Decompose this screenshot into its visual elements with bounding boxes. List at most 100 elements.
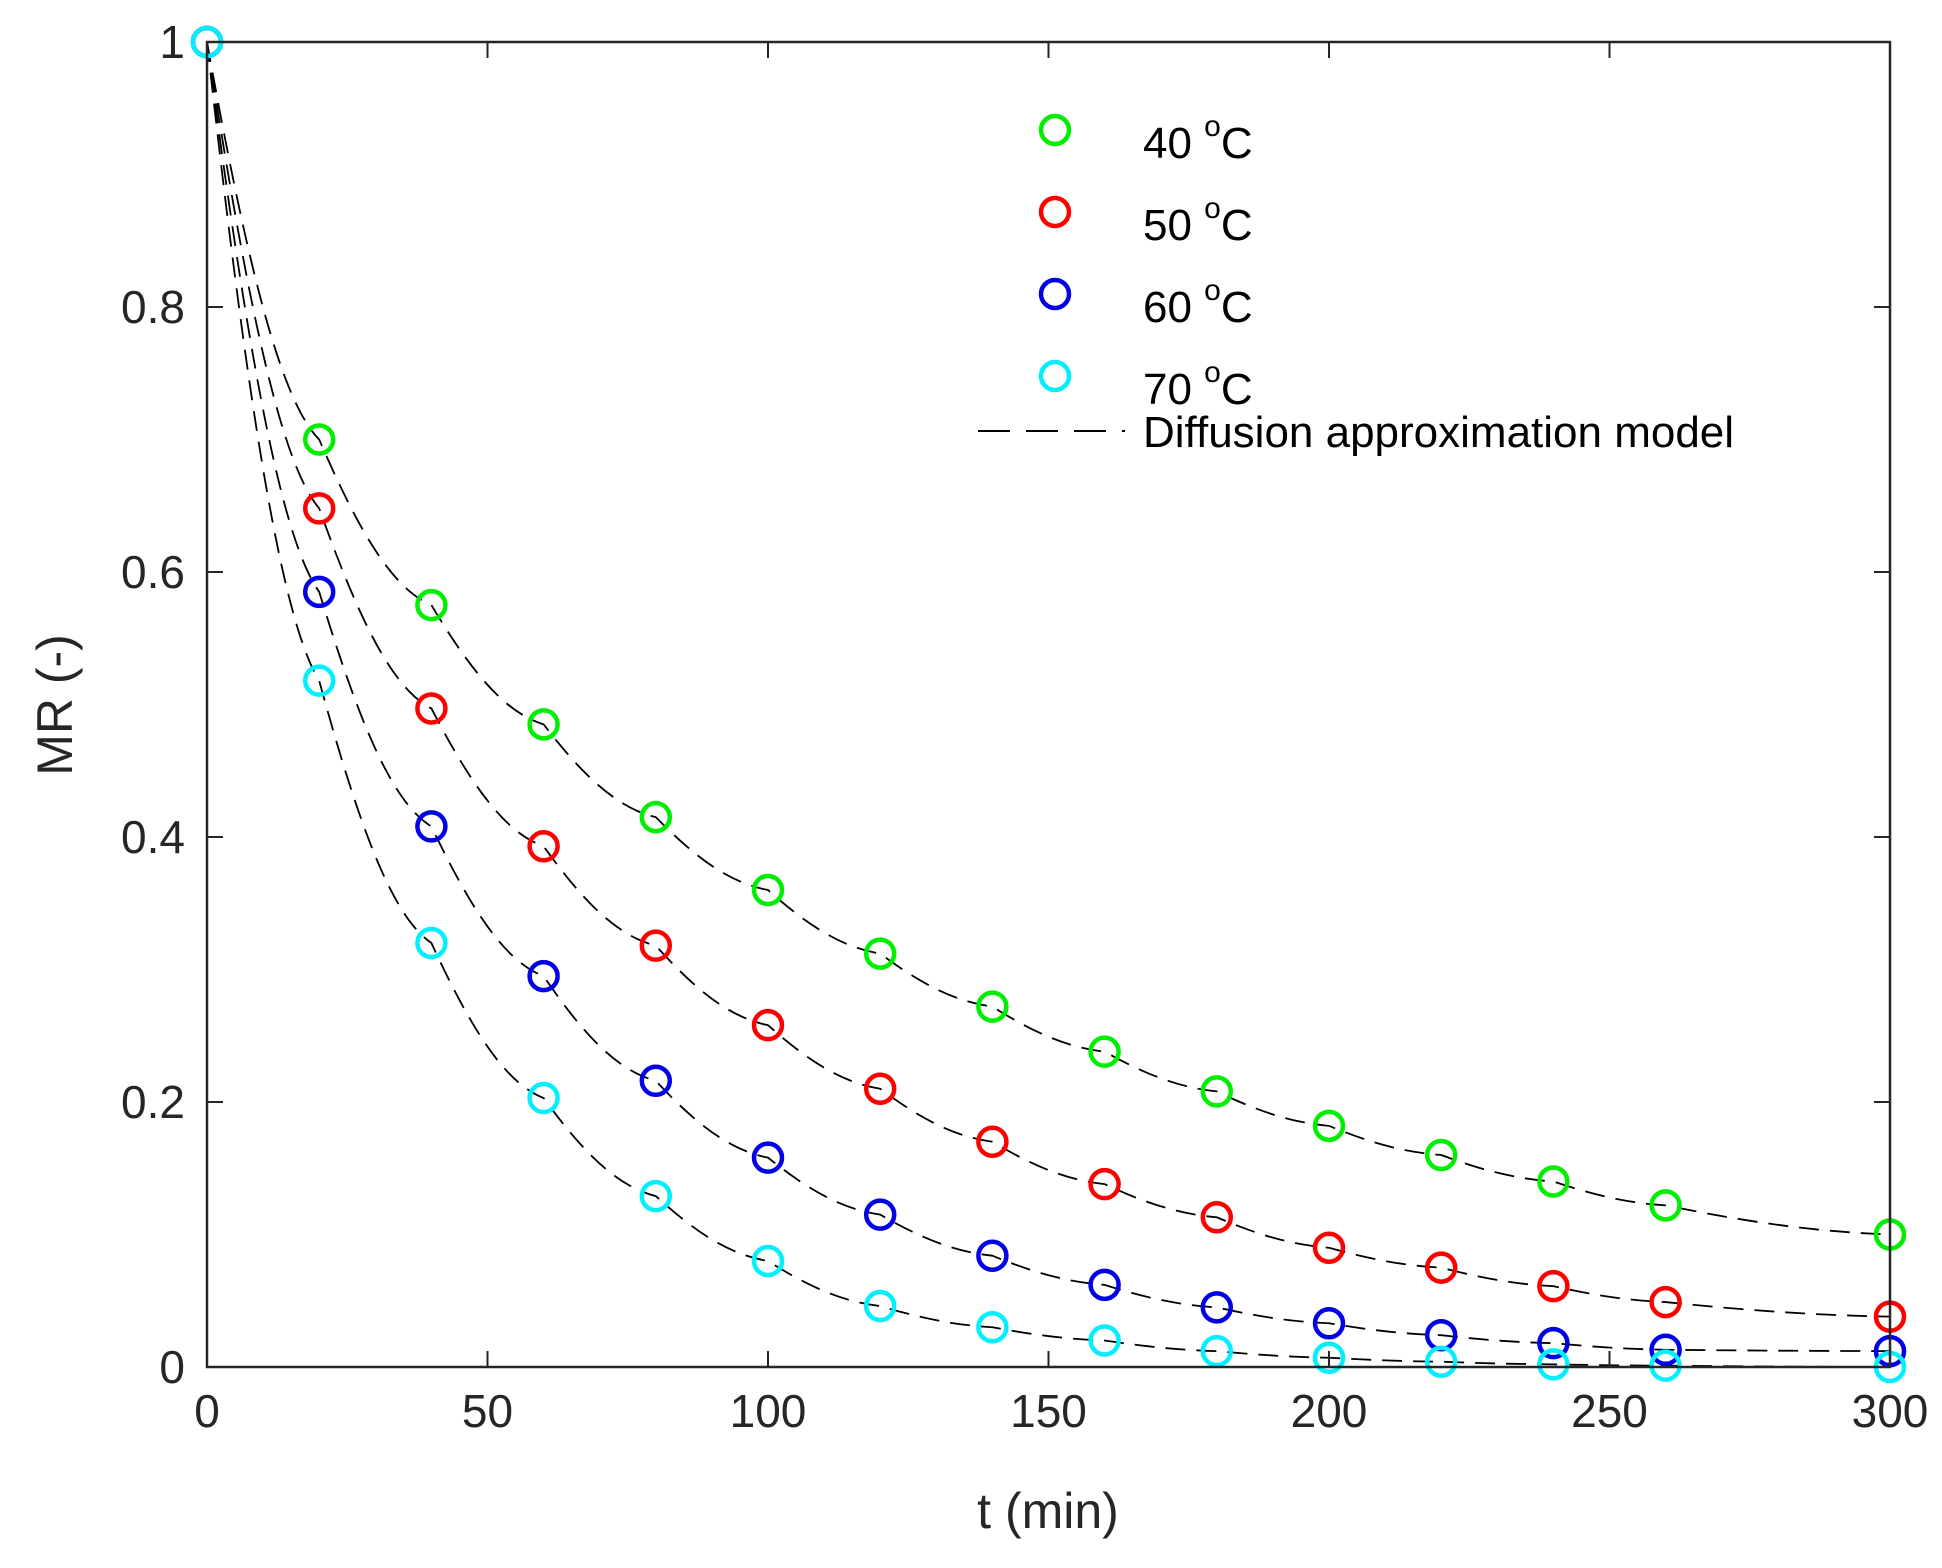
model-line-50 bbox=[206, 41, 1891, 1318]
data-point-60-20 bbox=[302, 575, 336, 609]
data-point-40-200 bbox=[1312, 1109, 1346, 1143]
data-point-50-80 bbox=[639, 929, 673, 962]
legend-marker bbox=[1038, 113, 1072, 147]
data-point-50-60 bbox=[527, 830, 560, 863]
model-line-60 bbox=[206, 41, 1891, 1352]
x-tick-label: 200 bbox=[1291, 1385, 1368, 1437]
x-tick-label: 150 bbox=[1010, 1385, 1087, 1437]
x-tick-label: 50 bbox=[462, 1385, 513, 1437]
legend-label: 60 oC bbox=[1143, 274, 1253, 332]
legend-label: 50 oC bbox=[1143, 192, 1253, 250]
data-point-60-40 bbox=[415, 810, 448, 843]
data-point-50-100 bbox=[751, 1008, 785, 1042]
y-tick-label: 1 bbox=[159, 16, 185, 68]
y-axis-title: MR (-) bbox=[27, 634, 83, 776]
legend-label-unit: C bbox=[1221, 365, 1253, 414]
data-point-70-240 bbox=[1537, 1348, 1570, 1381]
data-point-40-60 bbox=[527, 708, 560, 741]
data-point-50-220 bbox=[1424, 1251, 1458, 1284]
data-point-50-140 bbox=[976, 1125, 1009, 1158]
legend-label-unit: C bbox=[1221, 201, 1253, 250]
data-point-70-80 bbox=[639, 1179, 673, 1213]
legend-marker bbox=[1038, 359, 1072, 393]
legend-label-degree: o bbox=[1204, 356, 1221, 389]
data-point-50-120 bbox=[863, 1072, 897, 1105]
data-point-60-80 bbox=[639, 1064, 673, 1098]
data-point-40-80 bbox=[639, 800, 673, 834]
model-lines bbox=[206, 41, 1891, 1368]
legend-label-unit: C bbox=[1221, 283, 1253, 332]
legend-model-label: Diffusion approximation model bbox=[1143, 408, 1734, 457]
legend-label-value: 50 bbox=[1143, 201, 1204, 250]
y-axis: 0 0.2 0.4 0.6 0.8 1 bbox=[121, 16, 1890, 1393]
data-point-40-240 bbox=[1537, 1165, 1570, 1198]
data-markers bbox=[190, 25, 1907, 1384]
legend-item-60: 60 oC bbox=[1038, 274, 1253, 332]
data-point-70-100 bbox=[751, 1244, 785, 1278]
x-axis: 0 50 100 150 200 250 300 bbox=[194, 42, 1928, 1437]
data-point-40-160 bbox=[1088, 1035, 1121, 1068]
data-point-70-40 bbox=[415, 926, 448, 960]
data-point-70-140 bbox=[976, 1311, 1009, 1344]
data-point-50-40 bbox=[415, 692, 448, 725]
x-axis-title: t (min) bbox=[977, 1483, 1119, 1539]
x-tick-label: 0 bbox=[194, 1385, 220, 1437]
legend-label-degree: o bbox=[1204, 274, 1221, 307]
data-point-70-220 bbox=[1424, 1345, 1458, 1378]
legend-label-value: 60 bbox=[1143, 283, 1204, 332]
data-point-60-260 bbox=[1649, 1333, 1682, 1367]
y-tick-label: 0.2 bbox=[121, 1076, 185, 1128]
legend-label-value: 70 bbox=[1143, 365, 1204, 414]
legend-marker bbox=[1038, 277, 1072, 311]
data-point-50-180 bbox=[1200, 1201, 1234, 1234]
legend-item-model: Diffusion approximation model bbox=[978, 408, 1734, 457]
data-point-60-120 bbox=[863, 1198, 897, 1231]
data-point-40-140 bbox=[976, 990, 1009, 1023]
data-point-70-180 bbox=[1200, 1334, 1234, 1368]
x-tick-label: 250 bbox=[1571, 1385, 1648, 1437]
legend-marker bbox=[1038, 195, 1072, 229]
x-tick-label: 300 bbox=[1852, 1385, 1929, 1437]
y-tick-label: 0.6 bbox=[121, 546, 185, 598]
series-40-markers bbox=[190, 25, 1907, 1251]
data-point-60-160 bbox=[1088, 1268, 1121, 1302]
data-point-50-240 bbox=[1537, 1269, 1570, 1303]
legend-label-degree: o bbox=[1204, 192, 1221, 225]
data-point-70-20 bbox=[302, 664, 336, 697]
data-point-50-20 bbox=[302, 492, 336, 525]
model-line-40 bbox=[206, 41, 1891, 1236]
legend-item-50: 50 oC bbox=[1038, 192, 1253, 250]
legend-label-degree: o bbox=[1204, 110, 1221, 143]
series-70-markers bbox=[190, 25, 1907, 1384]
data-point-40-120 bbox=[863, 937, 897, 970]
data-point-50-260 bbox=[1649, 1285, 1682, 1319]
data-point-70-60 bbox=[527, 1081, 560, 1115]
legend-item-40: 40 oC bbox=[1038, 110, 1253, 168]
data-point-40-180 bbox=[1200, 1075, 1234, 1108]
y-tick-label: 0 bbox=[159, 1341, 185, 1393]
data-point-70-120 bbox=[863, 1289, 897, 1323]
data-point-60-140 bbox=[976, 1239, 1009, 1272]
data-point-40-20 bbox=[302, 423, 336, 456]
data-point-50-160 bbox=[1088, 1167, 1121, 1201]
data-point-40-40 bbox=[415, 588, 448, 622]
y-tick-label: 0.8 bbox=[121, 281, 185, 333]
data-point-60-60 bbox=[527, 959, 560, 993]
data-point-60-100 bbox=[751, 1141, 785, 1174]
legend-label-unit: C bbox=[1221, 119, 1253, 168]
data-point-40-220 bbox=[1424, 1138, 1458, 1172]
legend-label: 40 oC bbox=[1143, 110, 1253, 168]
data-point-60-240 bbox=[1537, 1326, 1570, 1360]
data-point-60-180 bbox=[1200, 1291, 1234, 1324]
data-point-70-200 bbox=[1312, 1341, 1346, 1374]
legend-label: 70 oC bbox=[1143, 356, 1253, 414]
data-point-40-260 bbox=[1649, 1189, 1682, 1222]
legend-item-70: 70 oC bbox=[1038, 356, 1253, 414]
data-point-50-200 bbox=[1312, 1231, 1346, 1264]
y-tick-label: 0.4 bbox=[121, 811, 185, 863]
data-point-70-260 bbox=[1649, 1349, 1682, 1382]
data-point-70-160 bbox=[1088, 1324, 1121, 1357]
